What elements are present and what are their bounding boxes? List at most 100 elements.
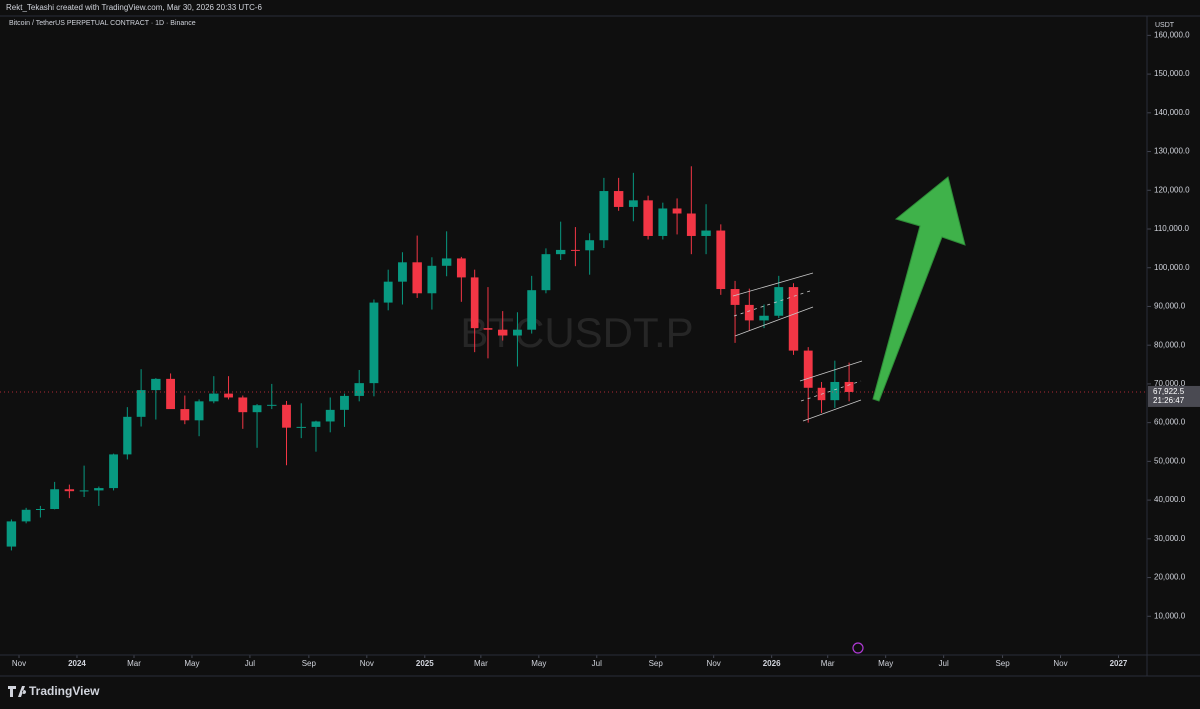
candle-body (527, 290, 537, 330)
candle-body (497, 329, 508, 336)
candle-body (744, 304, 754, 321)
candle-body (311, 421, 321, 427)
candle-body (151, 378, 161, 391)
candle-body (788, 287, 799, 351)
candle-body (613, 191, 624, 207)
y-tick-label: 30,000.0 (1154, 534, 1186, 543)
candle-body (412, 262, 422, 294)
y-tick-label: 10,000.0 (1154, 611, 1186, 620)
last-price-box (1148, 385, 1200, 407)
y-tick-label: 40,000.0 (1154, 495, 1186, 504)
y-tick-label: 100,000.0 (1154, 263, 1190, 272)
x-tick-label: Sep (302, 659, 317, 668)
x-tick-label: May (184, 659, 199, 668)
candle-body (456, 258, 466, 278)
candle-body (64, 489, 75, 492)
x-tick-label: Nov (360, 659, 374, 668)
candle-body (803, 350, 813, 388)
y-tick-label: 130,000.0 (1154, 147, 1190, 156)
candle-body (513, 329, 522, 336)
candle-body (6, 521, 17, 547)
candle-body (830, 381, 840, 401)
x-tick-label: 2026 (763, 659, 781, 668)
countdown: 21:26:47 (1153, 396, 1185, 405)
candle-body (716, 230, 726, 290)
candle-body (686, 213, 696, 236)
candle-body (541, 254, 551, 291)
channel-line (799, 360, 863, 382)
brand-logo (8, 686, 27, 697)
x-tick-label: Mar (821, 659, 835, 668)
y-tick-label: 70,000.0 (1154, 379, 1186, 388)
symbol-title: Bitcoin / TetherUS PERPETUAL CONTRACT · … (9, 20, 196, 27)
x-tick-label: 2025 (416, 659, 434, 668)
candle-body (136, 390, 146, 417)
channel-line (732, 272, 814, 297)
x-tick-label: Jul (592, 659, 602, 668)
event-icon[interactable] (852, 642, 864, 654)
x-tick-label: 2024 (68, 659, 86, 668)
y-tick-label: 140,000.0 (1154, 108, 1190, 117)
candle-body (730, 289, 740, 305)
channel-line (802, 399, 862, 422)
candle-body (628, 200, 638, 207)
candle-body (844, 381, 854, 392)
candle-body (483, 328, 493, 330)
y-tick-label: 90,000.0 (1154, 302, 1186, 311)
candle-body (282, 404, 291, 428)
candle-body (224, 393, 233, 398)
candle-body (209, 393, 219, 402)
candle-body (441, 258, 452, 266)
candle-body (658, 208, 668, 236)
watermark: BTCUSDT.P (460, 309, 693, 356)
channel-drawings (732, 272, 863, 422)
y-tick-label: 120,000.0 (1154, 185, 1190, 194)
x-tick-label: Nov (707, 659, 721, 668)
candle-body (570, 249, 580, 251)
unit-label: USDT (1155, 22, 1175, 29)
y-tick-label: 150,000.0 (1154, 69, 1190, 78)
arrow-drawing (872, 176, 966, 402)
candle-body (599, 191, 609, 241)
x-tick-label: Sep (995, 659, 1010, 668)
candle-body (672, 208, 682, 214)
candle-body (252, 405, 262, 413)
candle-body (398, 262, 407, 282)
candle-body (759, 315, 769, 321)
y-tick-label: 50,000.0 (1154, 456, 1186, 465)
candle-body (340, 395, 349, 410)
x-tick-label: May (878, 659, 893, 668)
x-tick-label: Nov (1053, 659, 1067, 668)
candle-body (470, 277, 479, 329)
candle-body (643, 200, 653, 236)
x-tick-label: Jul (939, 659, 949, 668)
candle-body (109, 454, 118, 489)
y-tick-label: 110,000.0 (1154, 224, 1190, 233)
candle-body (555, 249, 566, 255)
candle-body (166, 378, 175, 410)
candle-body (267, 404, 277, 406)
candle-body (296, 426, 306, 428)
candle-body (180, 409, 190, 421)
x-tick-label: 2027 (1110, 659, 1128, 668)
candle-body (383, 281, 393, 303)
x-tick-label: May (531, 659, 546, 668)
candle-body (79, 490, 89, 492)
x-tick-label: Mar (127, 659, 141, 668)
brand: TradingView (8, 684, 100, 698)
y-tick-label: 160,000.0 (1154, 30, 1190, 39)
plot: 10,000.0 20,000.0 30,000.0 40,000.0 50,000.0… (0, 30, 1200, 668)
candle-body (354, 383, 364, 396)
header: Rekt_Tekashi created with TradingView.co… (6, 3, 263, 12)
x-tick-label: Jul (245, 659, 255, 668)
x-tick-label: Nov (12, 659, 26, 668)
last-price-label: 67,922.5 (1153, 387, 1185, 396)
candle-body (94, 488, 104, 491)
candle-body (123, 416, 132, 455)
candle-body (21, 509, 31, 522)
candle-body (585, 240, 595, 251)
candle-body (238, 397, 248, 413)
candle-body (774, 287, 784, 316)
